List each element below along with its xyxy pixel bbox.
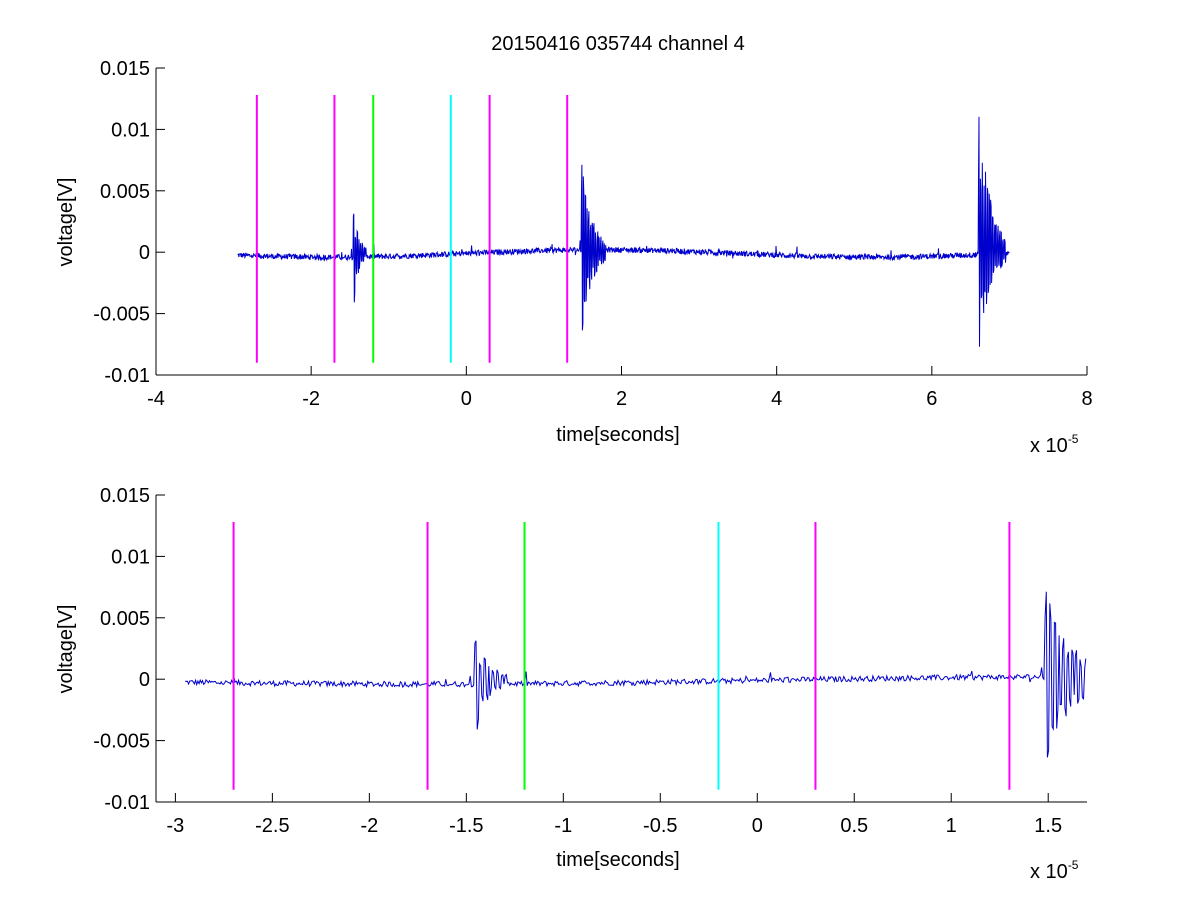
bottom-signal-layer (185, 591, 1087, 758)
bottom-y-tick-label: 0.01 (111, 546, 150, 568)
bottom-axes-frame (155, 495, 1087, 803)
bottom-axes: -3 -2.5 -2 -1.5 -1 -0.5 0 0.5 1 1.5 -0.01 -0.005 0 0.… (55, 485, 1087, 883)
bottom-x-tick-label: 1.5 (1034, 815, 1062, 837)
top-y-tick-label: -0.005 (93, 304, 150, 326)
bottom-y-axis-label: voltage[V] (55, 605, 77, 694)
bottom-x-tick-label: -0.5 (643, 815, 677, 837)
top-axes-frame (155, 68, 1087, 376)
bottom-x-tick-label: -1 (554, 815, 572, 837)
top-y-tick-label: -0.01 (104, 365, 150, 387)
top-x-axis-label: time[seconds] (556, 424, 679, 446)
bottom-tick-layer: -3 -2.5 -2 -1.5 -1 -0.5 0 0.5 1 1.5 -0.01 -0.005 0 0.… (93, 485, 1062, 837)
top-marker-layer (255, 95, 569, 363)
top-x-tick-label: 8 (1081, 388, 1092, 410)
top-tick-layer: -4 -2 0 2 4 6 8 -0.01 -0.005 0 0.005 0.01 0.015 (93, 58, 1092, 410)
bottom-y-tick-label: -0.005 (93, 731, 150, 753)
top-x-tick-label: -4 (147, 388, 165, 410)
top-x-tick-label: 2 (616, 388, 627, 410)
top-y-tick-label: 0 (139, 242, 150, 264)
top-y-tick-label: 0.005 (100, 181, 150, 203)
top-signal-trace (237, 116, 1010, 347)
bottom-x-tick-label: -2.5 (255, 815, 289, 837)
bottom-x-tick-label: -2 (360, 815, 378, 837)
top-signal-layer (237, 116, 1010, 347)
bottom-x-tick-label: -1.5 (449, 815, 483, 837)
top-y-tick-label: 0.015 (100, 58, 150, 80)
top-x-tick-label: 6 (926, 388, 937, 410)
bottom-x-tick-label: -3 (166, 815, 184, 837)
top-x-scale-factor: x 10-5 (1030, 432, 1079, 457)
bottom-y-tick-label: 0 (139, 669, 150, 691)
bottom-x-scale-factor: x 10-5 (1030, 858, 1079, 883)
bottom-x-axis-label: time[seconds] (556, 849, 679, 871)
top-y-tick-label: 0.01 (111, 119, 150, 141)
top-x-tick-label: 0 (461, 388, 472, 410)
top-x-tick-label: 4 (771, 388, 782, 410)
bottom-y-tick-label: 0.005 (100, 608, 150, 630)
bottom-signal-trace (185, 591, 1087, 758)
bottom-y-tick-label: -0.01 (104, 792, 150, 814)
top-y-axis-label: voltage[V] (55, 178, 77, 267)
bottom-x-tick-label: 0 (752, 815, 763, 837)
bottom-marker-layer (232, 522, 1011, 790)
figure-title: 20150416 035744 channel 4 (491, 33, 745, 55)
bottom-x-tick-label: 0.5 (840, 815, 868, 837)
top-axes: -4 -2 0 2 4 6 8 -0.01 -0.005 0 0.005 0.01 0.015 time… (55, 58, 1093, 457)
top-x-tick-label: -2 (302, 388, 320, 410)
bottom-x-tick-label: 1 (946, 815, 957, 837)
bottom-y-tick-label: 0.015 (100, 485, 150, 507)
